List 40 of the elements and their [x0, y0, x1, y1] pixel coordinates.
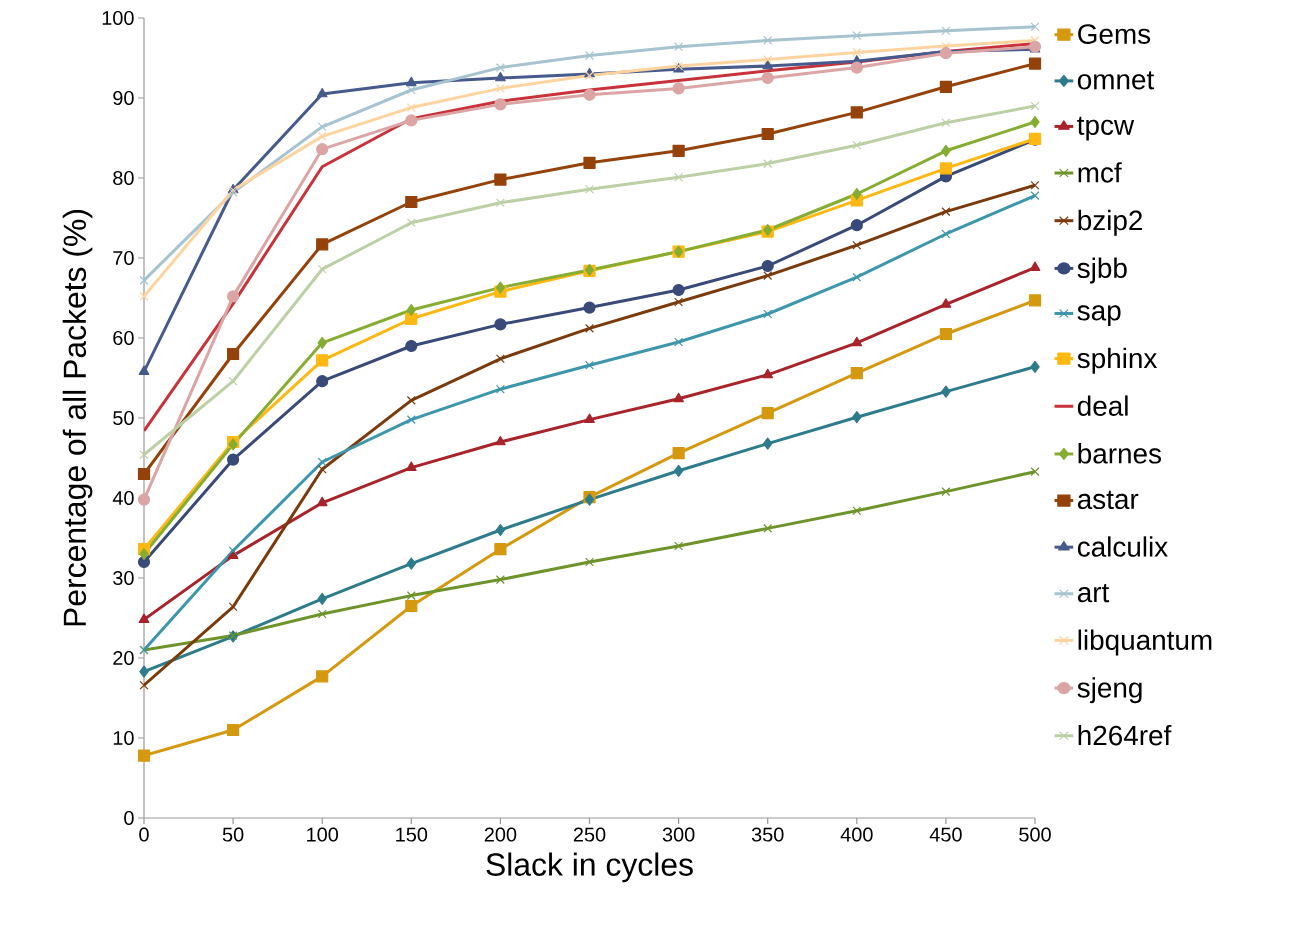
y-tick-label: 70: [113, 250, 134, 266]
x-tick-label: 100: [307, 827, 339, 842]
y-tick-label: 90: [113, 90, 134, 106]
legend-label: astar: [1077, 490, 1139, 510]
legend-label: Gems: [1078, 24, 1151, 44]
legend-label: calculix: [1077, 536, 1168, 557]
legend-label: sjbb: [1077, 257, 1127, 284]
x-tick-label: 150: [396, 827, 428, 842]
legend-label: omnet: [1077, 71, 1155, 90]
y-tick-label: 80: [113, 170, 134, 186]
x-tick-label: 350: [751, 827, 784, 842]
legend-label: deal: [1077, 395, 1128, 416]
x-tick-label: 500: [1019, 827, 1051, 842]
legend-label: bzip2: [1078, 209, 1143, 236]
y-tick-label: 0: [124, 810, 134, 826]
legend-label: mcf: [1078, 162, 1122, 183]
x-tick-label: 200: [484, 827, 517, 842]
y-tick-label: 20: [113, 650, 134, 666]
x-tick-label: 250: [573, 827, 606, 842]
legend-label: libquantum: [1078, 629, 1212, 656]
x-tick-label: 50: [222, 827, 244, 842]
y-tick-label: 30: [113, 570, 134, 586]
legend-label: tpcw: [1077, 116, 1135, 141]
x-axis-title: Slack in cycles: [486, 852, 693, 883]
x-tick-label: 400: [840, 827, 873, 842]
legend-label: sap: [1077, 305, 1121, 327]
legend-label: h264ref: [1078, 724, 1172, 746]
legend-label: sphinx: [1077, 347, 1158, 374]
legend-label: barnes: [1078, 443, 1161, 464]
legend-label: sjeng: [1077, 677, 1142, 704]
y-tick-label: 10: [113, 730, 134, 746]
y-axis-title: Percentage of all Packets (%): [62, 210, 93, 626]
legend-label: art: [1077, 584, 1110, 603]
y-tick-label: 60: [113, 330, 134, 346]
x-tick-label: 0: [139, 827, 149, 842]
x-tick-label: 450: [929, 827, 962, 842]
x-tick-label: 300: [662, 827, 695, 842]
y-tick-label: 40: [112, 490, 134, 506]
y-tick-label: 100: [102, 10, 134, 26]
y-tick-label: 50: [113, 410, 134, 426]
